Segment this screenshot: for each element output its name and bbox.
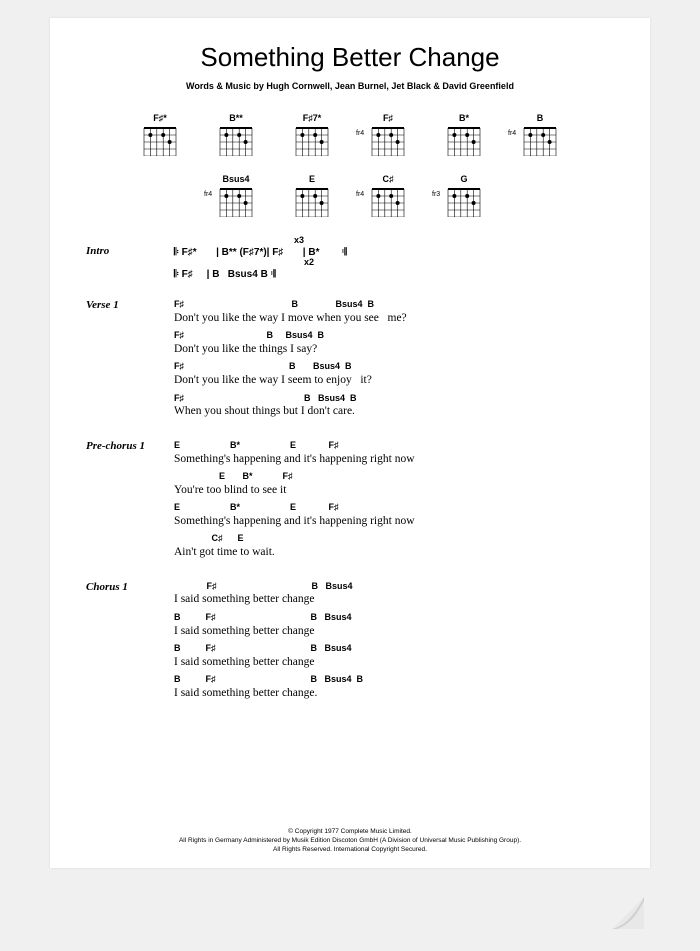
lyric-block: F♯ B Bsus4I said something better change <box>174 581 614 608</box>
lyric-block: F♯ B Bsus4 BDon't you like the things I … <box>174 330 614 357</box>
chord-name: C♯ <box>383 174 394 184</box>
lyric-line: Don't you like the way I move when you s… <box>174 311 614 327</box>
lyric-block: B F♯ B Bsus4I said something better chan… <box>174 612 614 639</box>
lyric-line: When you shout things but I don't care. <box>174 404 614 420</box>
chord-diagram: B** <box>211 113 261 156</box>
chord-name: B* <box>459 113 469 123</box>
chord-line: E B* E F♯ <box>174 440 614 452</box>
chord-grid: fr4 <box>218 187 254 217</box>
chord-diagram: E <box>287 174 337 217</box>
chord-grid: fr3 <box>446 187 482 217</box>
prechorus1-body: E B* E F♯Something's happening and it's … <box>174 440 614 565</box>
lyric-line: Something's happening and it's happening… <box>174 514 614 530</box>
chord-grid: fr4 <box>370 126 406 156</box>
chord-line: F♯ B Bsus4 B <box>174 393 614 405</box>
chord-grid: fr4 <box>522 126 558 156</box>
chord-name: B** <box>229 113 243 123</box>
chord-name: Bsus4 <box>222 174 249 184</box>
lyric-line: I said something better change <box>174 592 614 608</box>
fret-label: fr4 <box>356 191 364 198</box>
chord-grid <box>142 126 178 156</box>
lyric-block: E B* F♯You're too blind to see it <box>174 471 614 498</box>
lyric-block: F♯ B Bsus4 BDon't you like the way I mov… <box>174 299 614 326</box>
chord-grid <box>218 126 254 156</box>
lyric-line: Ain't got time to wait. <box>174 545 614 561</box>
prechorus1-section: Pre-chorus 1 E B* E F♯Something's happen… <box>86 440 614 565</box>
chord-grid <box>294 126 330 156</box>
fret-label: fr4 <box>508 130 516 137</box>
chord-name: E <box>309 174 315 184</box>
intro-repeat-2: x2 <box>304 257 314 269</box>
chord-name: G <box>460 174 467 184</box>
lyric-line: Don't you like the things I say? <box>174 342 614 358</box>
chord-diagram: F♯* <box>135 113 185 156</box>
lyric-line: Something's happening and it's happening… <box>174 452 614 468</box>
section-label-prechorus1: Pre-chorus 1 <box>86 440 174 565</box>
chord-line: C♯ E <box>174 533 614 545</box>
section-label-intro: Intro <box>86 245 174 283</box>
sheet-page: Something Better Change Words & Music by… <box>50 18 650 868</box>
chord-diagram: B fr4 <box>515 113 565 156</box>
lyric-block: F♯ B Bsus4 BDon't you like the way I see… <box>174 361 614 388</box>
verse1-body: F♯ B Bsus4 BDon't you like the way I mov… <box>174 299 614 424</box>
chord-diagram: Bsus4 fr4 <box>211 174 261 217</box>
chord-diagram: F♯7* <box>287 113 337 156</box>
intro-line-2: 𝄆 F♯ | B Bsus4 B 𝄇 <box>174 269 275 280</box>
chord-diagram: G fr3 <box>439 174 489 217</box>
intro-body: 𝄆 F♯* | B** (F♯7*)| F♯ | B* 𝄇 x3 𝄆 F♯ | … <box>174 245 614 283</box>
copyright-line: All Rights Reserved. International Copyr… <box>50 845 650 854</box>
lyric-block: E B* E F♯Something's happening and it's … <box>174 502 614 529</box>
page-curl-icon <box>612 897 644 929</box>
chord-line: F♯ B Bsus4 B <box>174 361 614 373</box>
chord-name: F♯ <box>383 113 393 123</box>
lyric-block: B F♯ B Bsus4I said something better chan… <box>174 643 614 670</box>
chord-line: F♯ B Bsus4 B <box>174 299 614 311</box>
fret-label: fr4 <box>204 191 212 198</box>
lyric-block: B F♯ B Bsus4 BI said something better ch… <box>174 674 614 701</box>
chord-line: E B* E F♯ <box>174 502 614 514</box>
intro-repeat-1: x3 <box>294 235 304 247</box>
chord-diagram-grid: F♯* B** F♯7* F♯ fr4 B* B fr4 Bsus4 fr4 E <box>116 113 584 217</box>
chord-line: B F♯ B Bsus4 <box>174 612 614 624</box>
lyric-block: C♯ EAin't got time to wait. <box>174 533 614 560</box>
chord-diagram: C♯ fr4 <box>363 174 413 217</box>
chorus1-body: F♯ B Bsus4I said something better change… <box>174 581 614 706</box>
lyric-line: Don't you like the way I seem to enjoy i… <box>174 373 614 389</box>
chord-diagram: F♯ fr4 <box>363 113 413 156</box>
chord-name: F♯7* <box>303 113 322 123</box>
section-label-chorus1: Chorus 1 <box>86 581 174 706</box>
song-title: Something Better Change <box>86 42 614 73</box>
intro-line-1: 𝄆 F♯* | B** (F♯7*)| F♯ | B* 𝄇 <box>174 247 347 258</box>
chord-line: F♯ B Bsus4 B <box>174 330 614 342</box>
chord-line: B F♯ B Bsus4 B <box>174 674 614 686</box>
chord-line: F♯ B Bsus4 <box>174 581 614 593</box>
chord-name: F♯* <box>153 113 167 123</box>
chorus1-section: Chorus 1 F♯ B Bsus4I said something bett… <box>86 581 614 706</box>
lyric-line: I said something better change <box>174 624 614 640</box>
fret-label: fr3 <box>432 191 440 198</box>
song-credits: Words & Music by Hugh Cornwell, Jean Bur… <box>86 81 614 91</box>
chord-grid <box>446 126 482 156</box>
copyright-line: © Copyright 1977 Complete Music Limited. <box>50 827 650 836</box>
chord-name: B <box>537 113 544 123</box>
lyric-line: I said something better change. <box>174 686 614 702</box>
lyric-block: E B* E F♯Something's happening and it's … <box>174 440 614 467</box>
chord-line: E B* F♯ <box>174 471 614 483</box>
fret-label: fr4 <box>356 130 364 137</box>
lyric-line: I said something better change <box>174 655 614 671</box>
chord-grid: fr4 <box>370 187 406 217</box>
intro-section: Intro 𝄆 F♯* | B** (F♯7*)| F♯ | B* 𝄇 x3 𝄆… <box>86 245 614 283</box>
verse1-section: Verse 1 F♯ B Bsus4 BDon't you like the w… <box>86 299 614 424</box>
chord-grid <box>294 187 330 217</box>
copyright-block: © Copyright 1977 Complete Music Limited.… <box>50 827 650 854</box>
chord-diagram: B* <box>439 113 489 156</box>
copyright-line: All Rights in Germany Administered by Mu… <box>50 836 650 845</box>
section-label-verse1: Verse 1 <box>86 299 174 424</box>
lyric-block: F♯ B Bsus4 BWhen you shout things but I … <box>174 393 614 420</box>
lyric-line: You're too blind to see it <box>174 483 614 499</box>
chord-line: B F♯ B Bsus4 <box>174 643 614 655</box>
